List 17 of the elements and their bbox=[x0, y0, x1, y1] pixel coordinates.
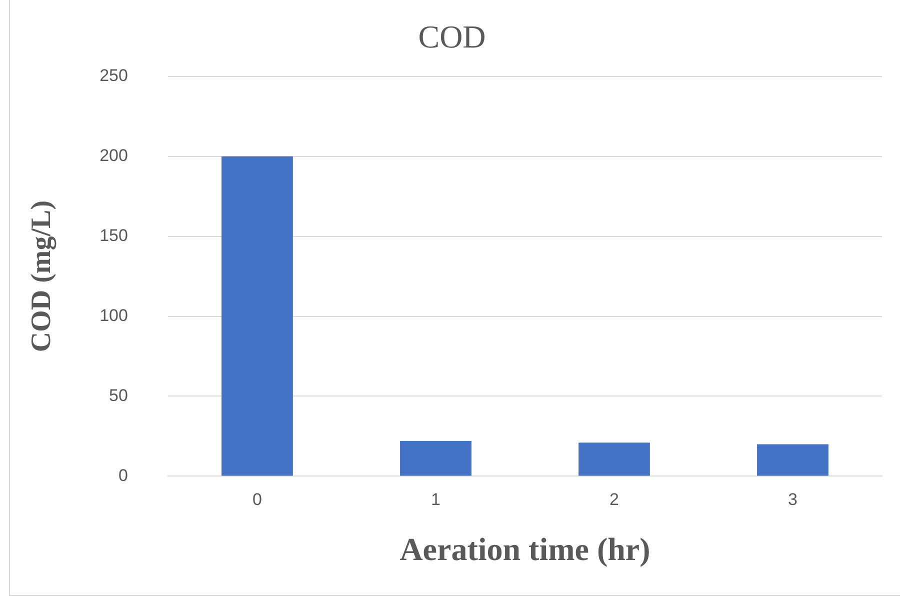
y-tick-label: 100 bbox=[100, 306, 128, 325]
chart-title: COD bbox=[418, 18, 486, 55]
x-tick-label: 1 bbox=[430, 490, 440, 510]
x-axis-title: Aeration time (hr) bbox=[400, 531, 650, 568]
bar bbox=[578, 442, 650, 476]
y-tick-label: 0 bbox=[118, 466, 128, 485]
y-axis-title: COD (mg/L) bbox=[26, 200, 58, 352]
bar bbox=[757, 444, 828, 476]
x-tick-label: 0 bbox=[252, 490, 262, 510]
bar bbox=[400, 441, 472, 476]
y-tick-label: 150 bbox=[100, 226, 128, 246]
y-tick-label: 250 bbox=[100, 66, 128, 86]
bar bbox=[222, 156, 293, 476]
x-tick-label: 2 bbox=[610, 490, 619, 510]
x-tick-label: 3 bbox=[788, 490, 798, 510]
y-tick-label: 50 bbox=[109, 386, 128, 405]
y-tick-label: 200 bbox=[100, 146, 128, 166]
